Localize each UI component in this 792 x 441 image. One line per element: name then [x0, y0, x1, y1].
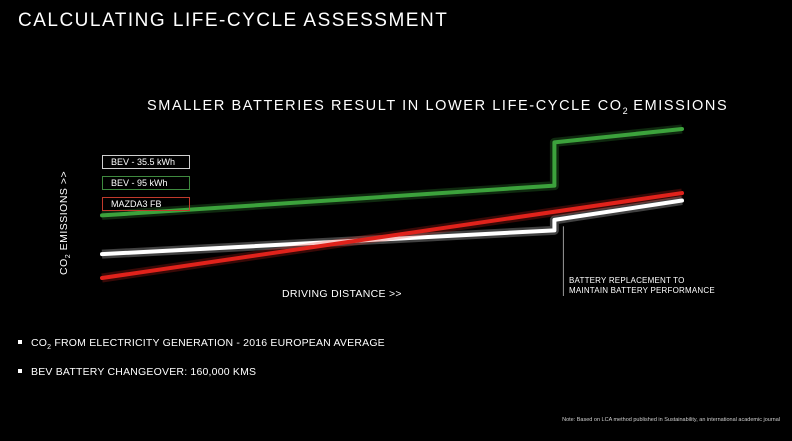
chart-title: SMALLER BATTERIES RESULT IN LOWER LIFE-C…	[147, 98, 728, 116]
chart-title-subscript: 2	[622, 105, 628, 116]
slide-title: CALCULATING LIFE-CYCLE ASSESSMENT	[18, 10, 449, 31]
bullet-text: CO	[31, 337, 48, 349]
x-axis-label: DRIVING DISTANCE >>	[282, 288, 402, 300]
bullet-subscript: 2	[47, 344, 52, 352]
series-line-1	[100, 127, 684, 218]
y-axis-label-subscript: 2	[65, 253, 73, 259]
y-axis-label-suffix: EMISSIONS >>	[58, 170, 70, 254]
y-axis-label-text: CO	[58, 258, 70, 275]
legend-item-mazda3: MAZDA3 FB	[102, 197, 190, 211]
y-axis-label: CO2 EMISSIONS >>	[58, 171, 72, 275]
legend-item-bev-35: BEV - 35.5 kWh	[102, 155, 190, 169]
chart-title-suffix: EMISSIONS	[627, 98, 729, 114]
series-line-2	[100, 191, 684, 280]
legend-label: BEV - 35.5 kWh	[111, 157, 176, 167]
footnote: Note: Based on LCA method published in S…	[562, 417, 780, 423]
series-line-0	[100, 198, 684, 257]
bullet-text-suffix: FROM ELECTRICITY GENERATION - 2016 EUROP…	[51, 337, 385, 349]
bullet-item: CO2 FROM ELECTRICITY GENERATION - 2016 E…	[18, 331, 385, 360]
legend-label: MAZDA3 FB	[111, 199, 162, 209]
bullet-item: BEV BATTERY CHANGEOVER: 160,000 KMS	[18, 360, 385, 384]
annotation-line-1: BATTERY REPLACEMENT TO	[569, 276, 685, 285]
bullet-icon	[18, 340, 22, 345]
legend-item-bev-95: BEV - 95 kWh	[102, 176, 190, 190]
annotation-line-2: MAINTAIN BATTERY PERFORMANCE	[569, 286, 715, 295]
bullet-list: CO2 FROM ELECTRICITY GENERATION - 2016 E…	[18, 331, 385, 384]
chart-title-text: SMALLER BATTERIES RESULT IN LOWER LIFE-C…	[147, 98, 623, 114]
battery-replacement-annotation: BATTERY REPLACEMENT TO MAINTAIN BATTERY …	[569, 276, 715, 296]
bullet-text: BEV BATTERY CHANGEOVER: 160,000 KMS	[31, 366, 257, 379]
bullet-icon	[18, 369, 22, 374]
legend-label: BEV - 95 kWh	[111, 178, 168, 188]
